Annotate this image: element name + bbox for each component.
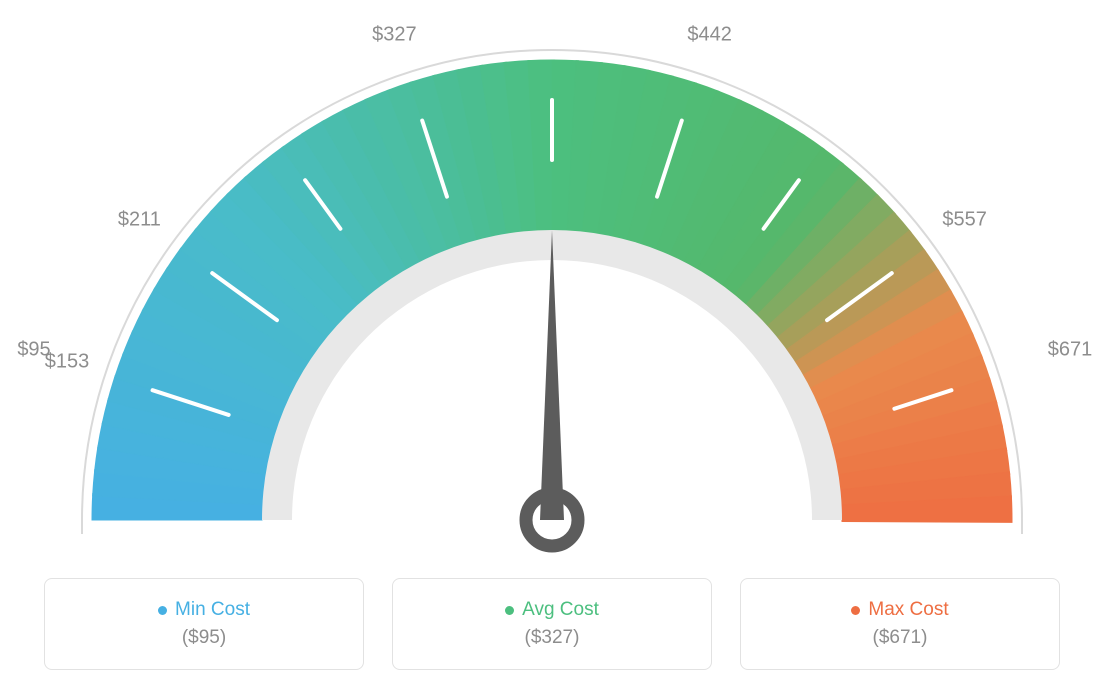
legend-label-min: Min Cost	[175, 599, 250, 621]
gauge-needle	[540, 230, 564, 520]
legend-title-row: Min Cost	[158, 599, 250, 621]
legend-card-min: Min Cost ($95)	[44, 578, 364, 670]
legend-dot-max	[851, 606, 860, 615]
gauge-tick-label: $211	[118, 209, 161, 232]
legend-value-min: ($95)	[182, 627, 226, 649]
legend-value-avg: ($327)	[525, 627, 580, 649]
legend-label-max: Max Cost	[868, 599, 948, 621]
legend-card-max: Max Cost ($671)	[740, 578, 1060, 670]
gauge-tick-label: $557	[942, 209, 987, 232]
legend-row: Min Cost ($95) Avg Cost ($327) Max Cost …	[0, 578, 1104, 670]
gauge-tick-label: $327	[372, 23, 417, 46]
gauge-tick-label: $671	[1048, 339, 1093, 362]
legend-dot-avg	[505, 606, 514, 615]
legend-value-max: ($671)	[873, 627, 928, 649]
gauge-chart: $95$153$211$327$442$557$671	[0, 0, 1104, 560]
legend-title-row: Max Cost	[851, 599, 948, 621]
legend-dot-min	[158, 606, 167, 615]
gauge-tick-label: $442	[687, 23, 732, 46]
legend-card-avg: Avg Cost ($327)	[392, 578, 712, 670]
legend-title-row: Avg Cost	[505, 599, 599, 621]
gauge-tick-label: $153	[45, 351, 90, 374]
gauge-svg	[0, 0, 1104, 560]
legend-label-avg: Avg Cost	[522, 599, 599, 621]
